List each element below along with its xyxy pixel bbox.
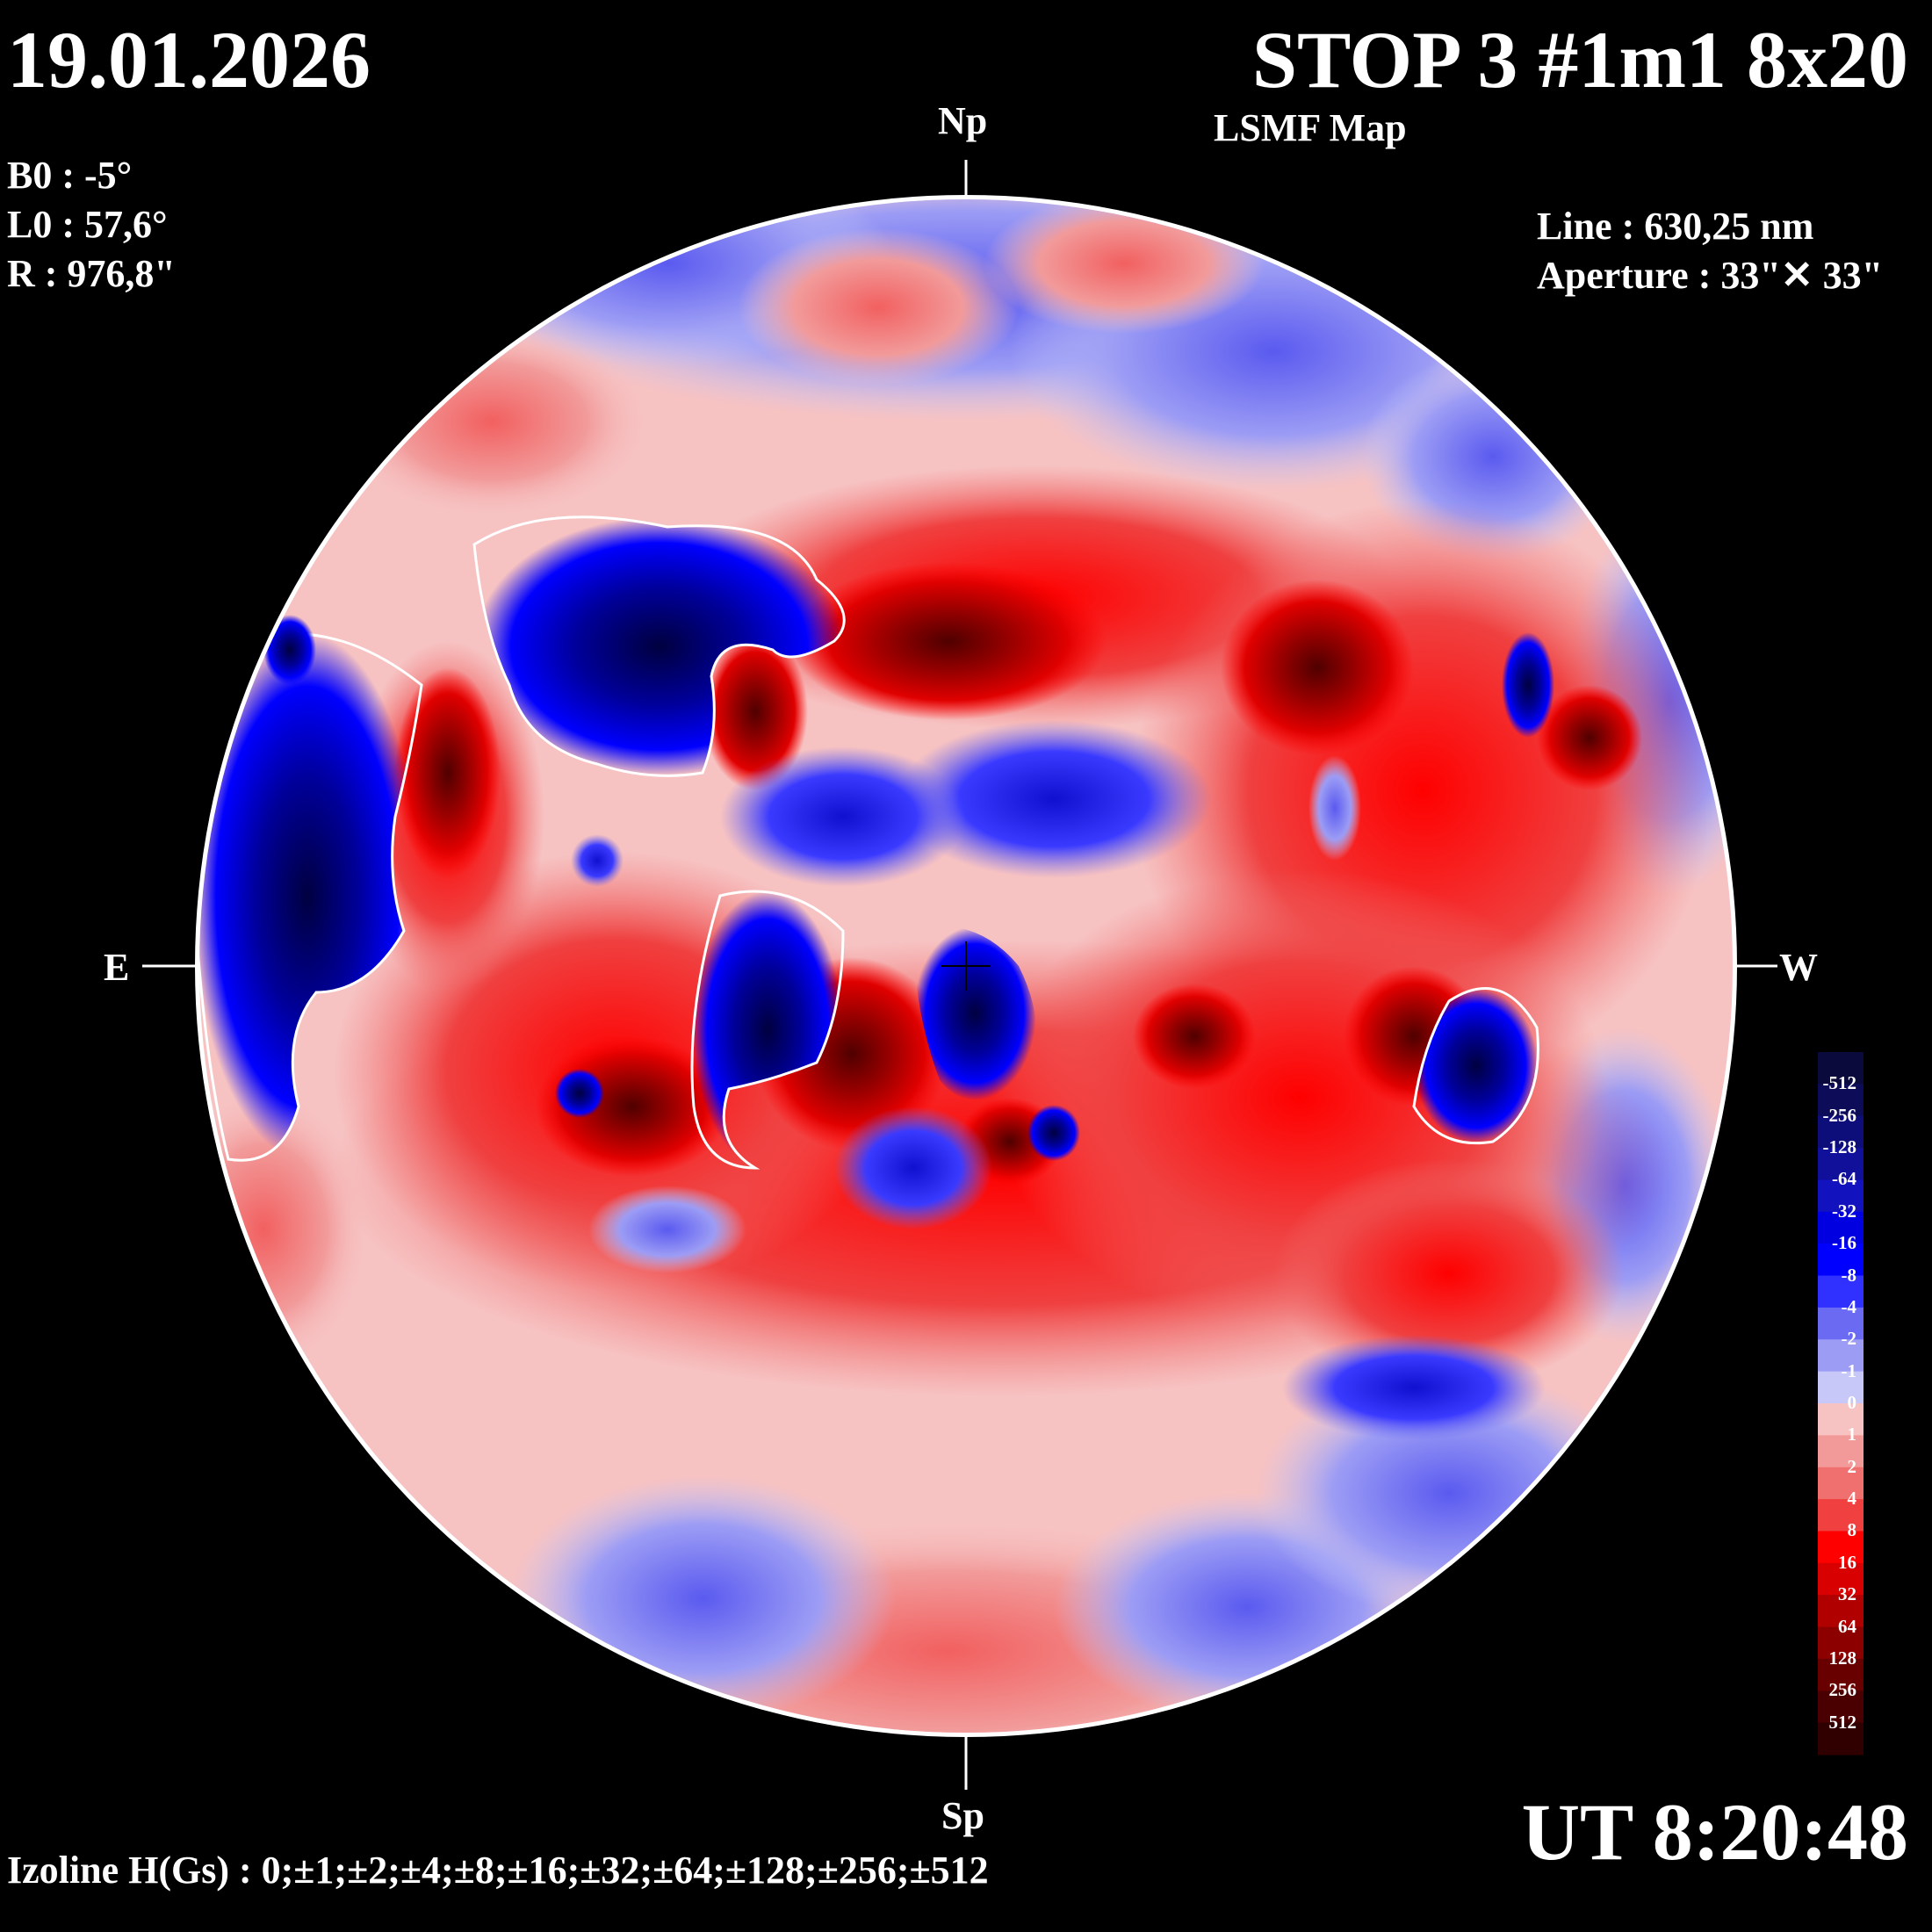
spectral-line: Line : 630,25 nm — [1537, 205, 1814, 248]
colorbar-tick-label: 128 — [1828, 1647, 1857, 1669]
izoline-legend: Izoline H(Gs) : 0;±1;±2;±4;±8;±16;±32;±6… — [7, 1849, 989, 1892]
colorbar-tick-label: -32 — [1832, 1200, 1856, 1222]
center-cross-icon — [941, 941, 991, 991]
colorbar-swatch — [1818, 1499, 1864, 1532]
colorbar-tick-label: -512 — [1822, 1072, 1857, 1094]
colorbar-tick-label: 8 — [1847, 1519, 1857, 1541]
colorbar-swatch — [1818, 1179, 1864, 1213]
param-b0: B0 : -5° — [7, 154, 133, 197]
colorbar-swatch — [1818, 1531, 1864, 1564]
map-title: STOP 3 #1m1 8x20 — [1251, 15, 1908, 105]
map-subtitle: LSMF Map — [1214, 106, 1407, 149]
south-pole-label: Sp — [941, 1794, 984, 1837]
colorbar-tick-label: 64 — [1838, 1615, 1856, 1637]
colorbar-swatch — [1818, 1307, 1864, 1340]
colorbar-swatch — [1818, 1115, 1864, 1149]
colorbar-swatch — [1818, 1148, 1864, 1180]
colorbar-swatch — [1818, 1403, 1864, 1436]
colorbar-swatch — [1818, 1562, 1864, 1596]
colorbar-swatch — [1818, 1690, 1864, 1724]
colorbar-tick-label: 512 — [1828, 1711, 1857, 1733]
aperture: Aperture : 33"✕ 33" — [1537, 254, 1884, 297]
colorbar-tick-label: -128 — [1822, 1136, 1857, 1158]
colorbar-tick-label: -8 — [1841, 1264, 1857, 1286]
colorbar-swatch — [1818, 1371, 1864, 1404]
colorbar-swatch — [1818, 1275, 1864, 1308]
colorbar-swatch — [1818, 1626, 1864, 1660]
north-pole-label: Np — [938, 99, 988, 142]
colorbar-swatch — [1818, 1658, 1864, 1691]
param-l0: L0 : 57,6° — [7, 203, 168, 246]
colorbar-tick-label: 0 — [1847, 1392, 1857, 1413]
ut-time: UT 8:20:48 — [1521, 1787, 1908, 1877]
west-label: W — [1779, 946, 1818, 989]
colorbar — [1818, 1052, 1864, 1755]
colorbar-swatch — [1818, 1052, 1864, 1085]
colorbar-tick-label: -256 — [1822, 1104, 1857, 1126]
colorbar-tick-label: -64 — [1832, 1168, 1856, 1190]
colorbar-swatch — [1818, 1244, 1864, 1277]
param-r: R : 976,8" — [7, 252, 176, 295]
colorbar-swatch — [1818, 1435, 1864, 1468]
observation-date: 19.01.2026 — [7, 15, 371, 105]
colorbar-tick-label: -2 — [1841, 1328, 1857, 1350]
colorbar-tick-label: -4 — [1841, 1295, 1857, 1317]
colorbar-swatch — [1818, 1722, 1864, 1755]
colorbar-tick-label: -1 — [1841, 1359, 1857, 1381]
colorbar-swatch — [1818, 1339, 1864, 1373]
colorbar-swatch — [1818, 1211, 1864, 1244]
colorbar-tick-label: 4 — [1847, 1488, 1857, 1510]
colorbar-swatch — [1818, 1084, 1864, 1117]
colorbar-tick-label: 2 — [1847, 1455, 1857, 1477]
east-label: E — [104, 946, 130, 989]
colorbar-swatch — [1818, 1595, 1864, 1628]
colorbar-tick-label: -16 — [1832, 1232, 1856, 1254]
colorbar-tick-label: 32 — [1838, 1583, 1856, 1605]
colorbar-tick-label: 1 — [1847, 1424, 1857, 1445]
colorbar-tick-label: 16 — [1838, 1551, 1856, 1573]
colorbar-swatch — [1818, 1467, 1864, 1500]
colorbar-tick-label: 256 — [1828, 1679, 1857, 1701]
